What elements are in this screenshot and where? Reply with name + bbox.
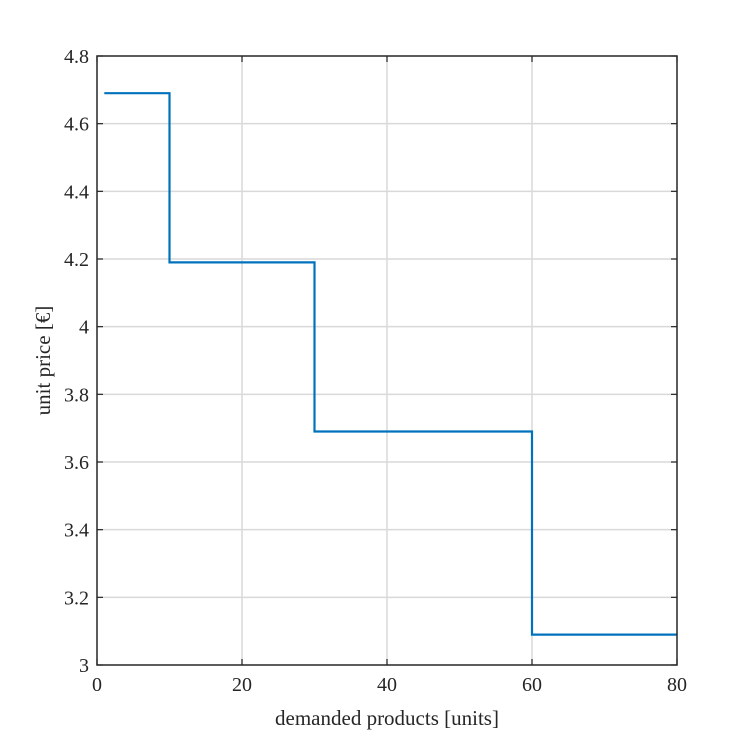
y-tick-label: 4 (79, 317, 89, 339)
y-tick-label: 4.8 (64, 46, 89, 68)
series-step-line (104, 92, 677, 636)
y-tick-label: 3.4 (64, 520, 89, 542)
y-tick-label: 3.8 (64, 384, 89, 406)
y-tick-label: 3.2 (64, 587, 89, 609)
series-layer (104, 92, 677, 636)
x-tick-label: 40 (377, 674, 397, 696)
y-tick-label: 4.6 (64, 114, 89, 136)
x-tick-label: 20 (232, 674, 252, 696)
x-tick-label: 0 (92, 674, 102, 696)
x-tick-label: 60 (522, 674, 542, 696)
y-tick-label: 3 (79, 655, 89, 677)
y-tick-label: 4.2 (64, 249, 89, 271)
y-axis-label: unit price [€] (31, 306, 55, 416)
x-axis-label: demanded products [units] (275, 706, 499, 730)
tick-marks (96, 55, 678, 666)
x-tick-labels: 0 20 40 60 80 (92, 674, 687, 696)
y-tick-label: 3.6 (64, 452, 89, 474)
grid-lines (97, 56, 677, 665)
y-tick-labels: 3 3.2 3.4 3.6 3.8 4 4.2 4.4 4.6 4.8 (64, 46, 89, 677)
y-tick-label: 4.4 (64, 181, 89, 203)
x-tick-label: 80 (667, 674, 687, 696)
